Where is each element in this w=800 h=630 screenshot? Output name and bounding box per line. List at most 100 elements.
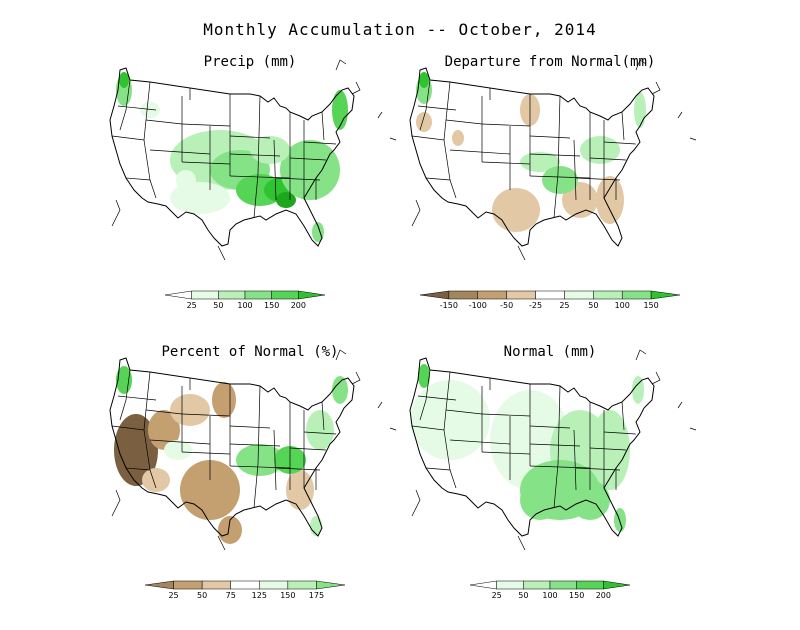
state-border — [321, 401, 325, 431]
state-border — [529, 443, 581, 447]
precip-region — [419, 72, 429, 88]
coast-line — [411, 489, 421, 517]
colorbar-swatch — [576, 580, 604, 590]
precip-region — [580, 136, 620, 164]
state-border — [145, 81, 151, 121]
colorbar-tick-label: 150 — [569, 591, 584, 600]
state-border — [557, 385, 561, 465]
coast-line — [389, 427, 397, 431]
colorbar-tick-label: 75 — [226, 591, 236, 600]
state-border — [303, 141, 337, 145]
coast-line — [351, 81, 361, 95]
colorbar-tick-label: 50 — [588, 301, 598, 310]
colorbar-tick-label: 25 — [492, 591, 502, 600]
precip-region — [332, 376, 348, 404]
coast-line — [677, 401, 683, 409]
departure-map — [409, 59, 697, 260]
precip-map — [109, 59, 397, 260]
state-border — [275, 177, 321, 181]
coast-line — [517, 535, 526, 550]
precip-region — [114, 414, 158, 486]
state-border — [273, 429, 277, 491]
colorbar-swatch — [173, 580, 203, 590]
state-border — [145, 409, 183, 415]
state-border — [481, 413, 531, 417]
state-border — [229, 135, 271, 139]
state-border — [303, 431, 337, 435]
colorbar-tick-label: -25 — [529, 301, 542, 310]
state-border — [573, 139, 577, 201]
colorbar-swatch — [316, 580, 346, 590]
state-border — [149, 439, 211, 445]
state-border — [419, 369, 431, 421]
state-border — [149, 149, 211, 155]
state-border — [529, 153, 581, 157]
state-border — [253, 463, 259, 509]
precip-region — [542, 166, 578, 194]
colorbar-tick-label: 200 — [596, 591, 611, 600]
normal-map-title: Normal (mm) — [503, 344, 597, 360]
state-border — [529, 425, 571, 429]
colorbar-swatch — [650, 290, 681, 300]
us-outline — [109, 349, 397, 550]
coast-line — [389, 137, 397, 141]
precip-region — [634, 92, 646, 128]
state-border — [425, 467, 457, 489]
precip-region — [310, 516, 322, 536]
precip-region — [416, 112, 432, 132]
colorbar-tick-label: -100 — [469, 301, 487, 310]
state-border — [589, 157, 627, 161]
colorbar-tick-label: 25 — [187, 301, 197, 310]
percent-fill-layer — [114, 366, 348, 544]
state-border — [419, 79, 431, 131]
precip-region — [286, 470, 314, 510]
normal-fill-layer — [410, 364, 644, 532]
state-border — [125, 177, 157, 199]
colorbar-tick-label: 150 — [264, 301, 279, 310]
colorbar-swatch — [191, 290, 219, 300]
departure-map-panel: Departure from Normal(mm) — [390, 50, 710, 340]
colorbar-tick-label: 125 — [252, 591, 267, 600]
colorbar-swatch — [244, 290, 272, 300]
state-border — [589, 447, 627, 451]
coast-line — [217, 245, 226, 260]
state-border — [603, 431, 637, 435]
colorbar-swatch — [496, 580, 524, 590]
departure-colorbar: -150 -100 -50 -25 25 50 100 150 — [419, 290, 681, 310]
precip-region — [280, 140, 340, 200]
precip-region — [236, 444, 284, 476]
state-border — [229, 465, 291, 469]
state-border — [445, 371, 451, 411]
figure-title: Monthly Accumulation -- October, 2014 — [203, 20, 597, 39]
state-border — [145, 119, 183, 125]
departure-map-title: Departure from Normal(mm) — [444, 54, 656, 70]
precip-region — [596, 176, 624, 224]
precip-region — [170, 394, 210, 426]
precip-region — [218, 516, 242, 544]
colorbar-tick-label: 100 — [542, 591, 557, 600]
colorbar-tick-label: 200 — [291, 301, 306, 310]
precip-region — [312, 222, 324, 242]
colorbar-tick-label: 100 — [237, 301, 252, 310]
colorbar-swatch — [469, 580, 497, 590]
precip-map-title: Precip (mm) — [203, 54, 297, 70]
percent-map — [109, 349, 397, 550]
coast-line — [335, 349, 347, 361]
precip-region — [276, 192, 296, 208]
state-border — [273, 139, 277, 201]
precip-region — [148, 410, 180, 450]
state-border — [143, 139, 151, 181]
colorbar-swatch — [448, 290, 479, 300]
state-border — [417, 105, 457, 111]
us-outline — [409, 59, 697, 260]
precip-region — [410, 380, 490, 460]
coast-line — [111, 199, 121, 227]
state-border — [557, 95, 561, 175]
state-border — [417, 395, 457, 401]
state-border — [481, 451, 531, 455]
state-border — [229, 425, 271, 429]
state-border — [125, 467, 157, 489]
colorbar-swatch — [621, 290, 652, 300]
state-border — [553, 173, 559, 219]
colorbar-swatch — [564, 290, 594, 300]
